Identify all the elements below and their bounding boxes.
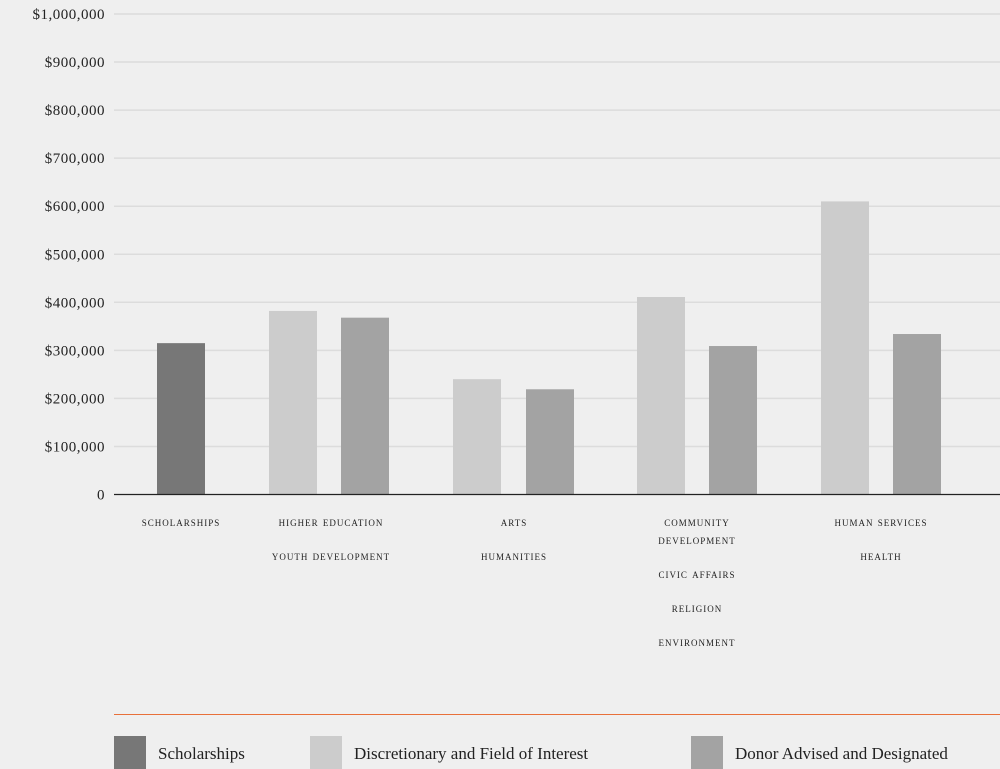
category-label-group-1: Higher Education Youth Development [256,513,406,565]
y-tick-label: $200,000 [45,391,105,407]
legend-label: Scholarships [158,743,245,763]
legend-item-donor-advised: Donor Advised and Designated [691,736,948,769]
category-label: Arts [500,514,528,529]
legend-item-scholarships: Scholarships [114,736,245,769]
category-label: Civic Affairs [658,566,736,581]
y-tick-label: 0 [97,488,105,504]
legend: Scholarships Discretionary and Field of … [114,736,1000,769]
category-label: Community Development [658,514,736,547]
category-label: Humanities [481,548,547,563]
y-tick-label: $1,000,000 [33,7,106,23]
category-label: Religion [671,600,723,615]
bar-discretionary-and-field-of-interest-3 [637,297,685,495]
legend-label: Donor Advised and Designated [735,743,948,763]
bar-discretionary-and-field-of-interest-1 [269,310,317,495]
y-tick-label: $600,000 [45,199,105,215]
y-tick-label: $900,000 [45,55,105,71]
y-tick-label: $300,000 [45,343,105,359]
bar-donor-advised-and-designated-4 [893,334,941,495]
y-tick-label: $400,000 [45,295,105,311]
legend-swatch [310,736,342,769]
legend-item-discretionary: Discretionary and Field of Interest [310,736,588,769]
bar-donor-advised-and-designated-1 [341,317,389,495]
category-label: Scholarships [141,514,221,529]
y-tick-label: $800,000 [45,103,105,119]
bar-donor-advised-and-designated-2 [526,389,574,495]
legend-label: Discretionary and Field of Interest [354,743,589,763]
category-label: Higher Education [278,514,384,529]
category-label: Human Services [834,514,928,529]
y-axis-ticks: 0 $100,000 $200,000 $300,000 $400,000 $500,00… [33,7,106,504]
legend-divider [114,714,1000,715]
category-label-group-2: Arts Humanities [439,513,589,565]
category-label: Youth Development [271,548,391,563]
bar-discretionary-and-field-of-interest-4 [821,201,869,495]
gridlines [114,13,1000,448]
category-label: Health [860,548,902,563]
bar-scholarships-0 [157,343,205,495]
category-label-group-4: Human Services Health [806,513,956,565]
category-label-group-0: Scholarships [121,513,241,531]
category-label: Environment [658,634,736,649]
y-tick-label: $700,000 [45,151,105,167]
category-label-group-3: Community Development Civic Affairs Religi… [622,513,772,651]
legend-swatch [691,736,723,769]
bar-donor-advised-and-designated-3 [709,346,757,495]
bars [157,201,941,495]
y-tick-label: $100,000 [45,439,105,455]
bar-discretionary-and-field-of-interest-2 [453,379,501,495]
legend-swatch [114,736,146,769]
y-tick-label: $500,000 [45,247,105,263]
